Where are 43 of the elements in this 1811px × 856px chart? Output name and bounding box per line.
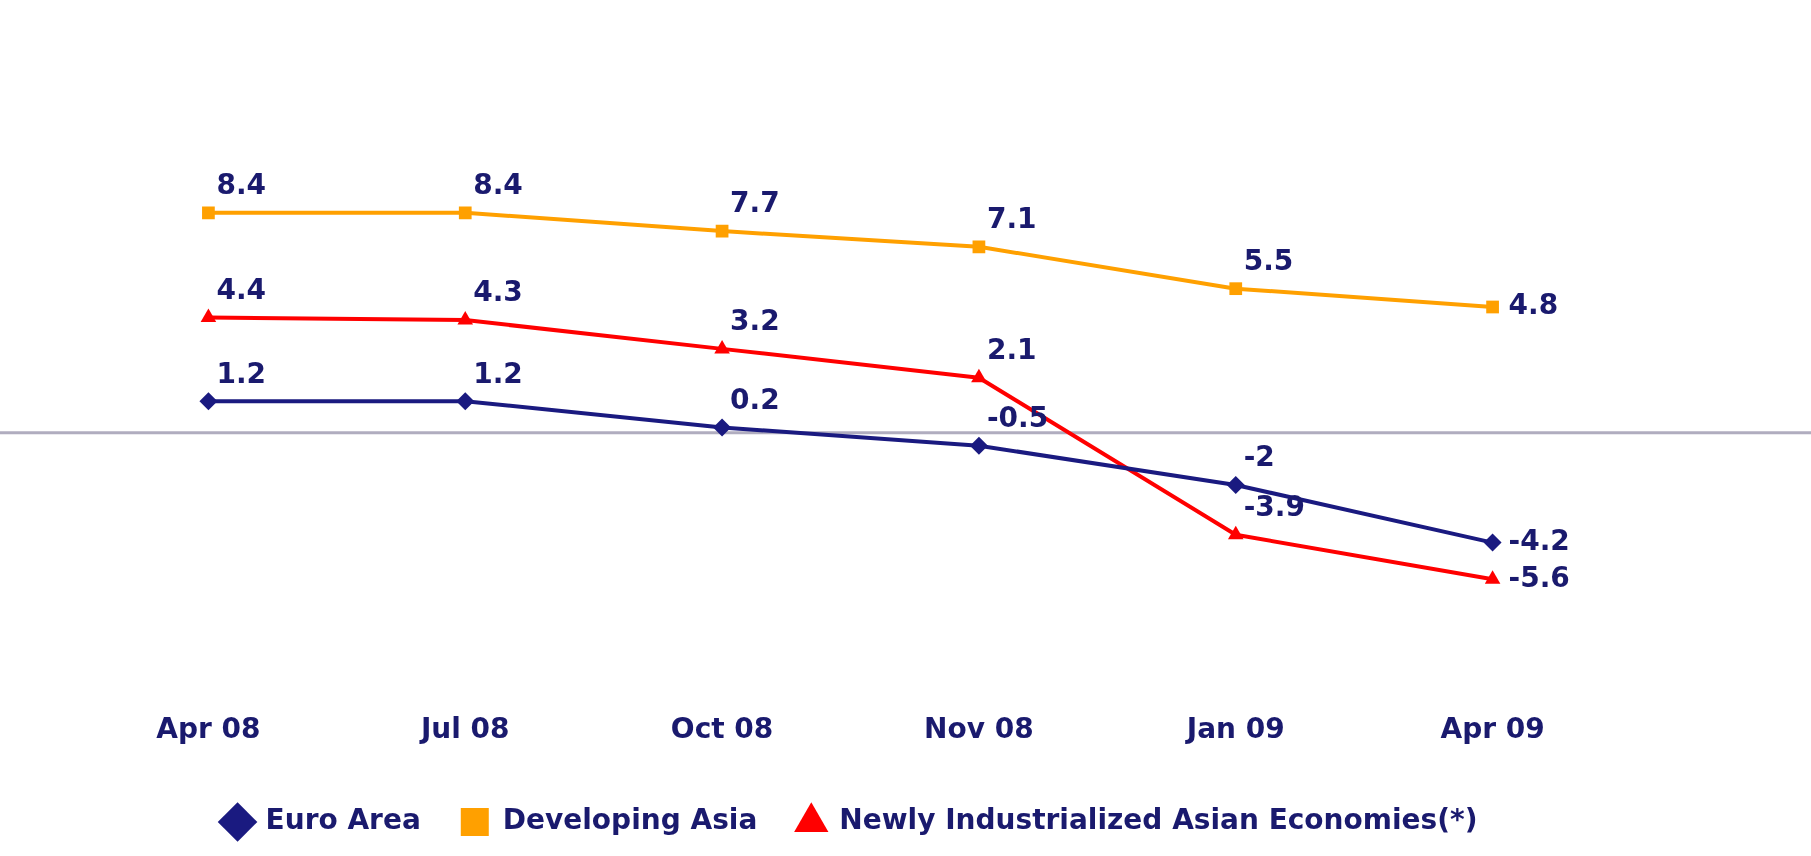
data-label: 4.8 bbox=[1508, 288, 1559, 322]
point bbox=[714, 339, 730, 354]
point bbox=[971, 368, 987, 383]
point bbox=[456, 392, 475, 411]
point bbox=[1483, 533, 1502, 552]
data-label: 2.1 bbox=[986, 332, 1037, 366]
data-label: -4.2 bbox=[1508, 523, 1570, 557]
data-label: 1.2 bbox=[216, 356, 267, 390]
data-label: -3.9 bbox=[1243, 490, 1305, 524]
data-label: -2 bbox=[1243, 440, 1275, 474]
data-label: 0.2 bbox=[730, 382, 780, 416]
point bbox=[972, 240, 986, 254]
x-tick-label: Apr 08 bbox=[156, 712, 261, 746]
data-label: 4.3 bbox=[473, 275, 523, 309]
point bbox=[1229, 282, 1243, 296]
point bbox=[458, 206, 472, 220]
x-tick-label: Apr 09 bbox=[1440, 712, 1545, 746]
point bbox=[1486, 300, 1499, 314]
data-label: 8.4 bbox=[473, 168, 523, 202]
point bbox=[202, 206, 215, 220]
x-tick-label: Oct 08 bbox=[670, 712, 774, 746]
point bbox=[969, 436, 988, 455]
data-label: 7.1 bbox=[986, 202, 1037, 236]
x-tick-label: Jan 09 bbox=[1184, 712, 1285, 746]
data-label: 4.4 bbox=[216, 272, 267, 306]
point bbox=[457, 311, 474, 325]
point bbox=[1484, 570, 1501, 584]
x-tick-label: Nov 08 bbox=[924, 712, 1034, 746]
point bbox=[1226, 475, 1245, 494]
legend-label: Newly Industrialized Asian Economies(*) bbox=[839, 803, 1478, 837]
data-label: 5.5 bbox=[1243, 243, 1294, 277]
legend-label: Developing Asia bbox=[502, 803, 758, 837]
point bbox=[713, 418, 732, 437]
data-label: -0.5 bbox=[986, 401, 1049, 435]
data-label: 7.7 bbox=[730, 186, 780, 220]
point bbox=[199, 392, 218, 411]
x-tick-label: Jul 08 bbox=[418, 712, 510, 746]
point bbox=[1227, 525, 1244, 540]
data-label: 1.2 bbox=[473, 356, 523, 390]
data-label: 3.2 bbox=[730, 304, 780, 338]
data-label: -5.6 bbox=[1508, 560, 1570, 594]
legend-label: Euro Area bbox=[265, 803, 421, 837]
data-label: 8.4 bbox=[216, 168, 267, 202]
